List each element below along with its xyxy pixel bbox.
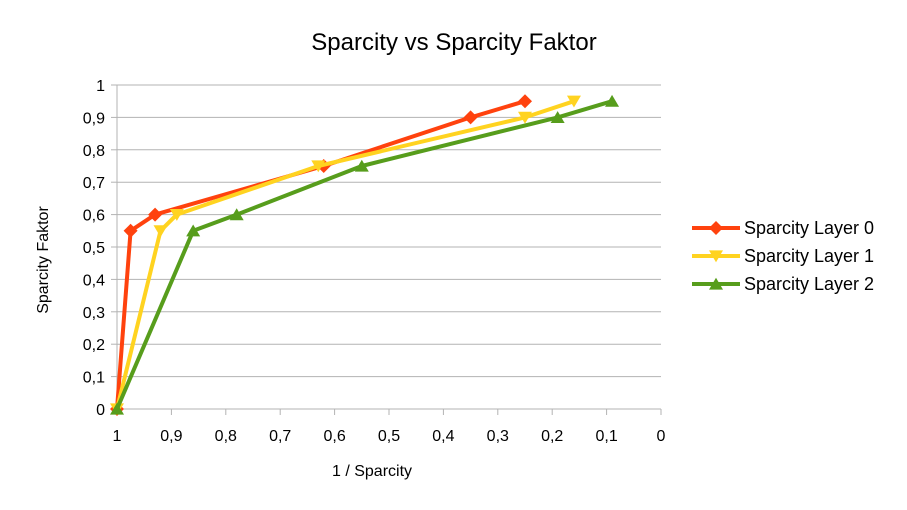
y-tick-label: 0,5 [83,240,105,257]
series-2 [110,94,620,415]
x-tick-label: 0,6 [323,428,345,445]
y-tick-label: 0 [96,402,105,419]
y-tick-label: 1 [96,78,105,95]
data-point-marker [518,94,532,109]
data-point-marker [229,208,244,221]
data-point-marker [311,160,326,173]
legend-item: Sparcity Layer 0 [692,218,874,238]
y-tick-label: 0,9 [83,110,105,127]
legend-label: Sparcity Layer 2 [744,274,874,294]
data-point-marker [148,207,163,222]
legend: Sparcity Layer 0 Sparcity Layer 1 Sparcity… [692,218,874,294]
x-tick-label: 0,5 [378,428,400,445]
series-line [115,99,613,410]
data-point-marker [123,223,138,238]
chart-title: Sparcity vs Sparcity Faktor [311,29,596,56]
axes [111,84,662,415]
x-tick-label: 0 [657,428,666,445]
legend-label: Sparcity Layer 0 [744,218,874,238]
data-point-marker [153,225,168,238]
data-point-marker [605,94,620,107]
data-point-marker [463,110,478,125]
y-tick-label: 0,7 [83,175,105,192]
x-tick-label: 0,1 [595,428,617,445]
series-1 [110,95,581,416]
data-point-marker [354,159,369,172]
data-point-marker [566,95,581,108]
data-point-marker [709,250,723,263]
series-line [115,99,526,410]
x-tick-label: 0,4 [432,428,454,445]
series-0 [110,94,532,416]
series-group [110,94,620,416]
y-tick-label: 0,3 [83,305,105,322]
data-point-marker [110,402,124,415]
y-tick-labels: 0 0,1 0,2 0,3 0,4 0,5 0,6 0,7 0,8 0,9 1 [83,78,105,419]
y-tick-label: 0,2 [83,337,105,354]
series-line [115,99,575,410]
data-point-marker [709,277,723,290]
data-point-marker [550,111,565,123]
legend-item: Sparcity Layer 1 [692,246,874,266]
data-point-marker [169,209,184,221]
y-tick-label: 0,1 [83,370,105,387]
data-point-marker [709,221,723,235]
y-tick-label: 0,4 [83,272,105,289]
data-point-marker [518,111,532,124]
x-tick-label: 0,9 [160,428,182,445]
x-tick-label: 1 [113,428,122,445]
x-tick-label: 0,2 [541,428,563,445]
legend-item: Sparcity Layer 2 [692,274,874,294]
legend-label: Sparcity Layer 1 [744,246,874,266]
gridlines [117,84,661,410]
x-tick-label: 0,8 [215,428,237,445]
x-tick-label: 0,3 [487,428,509,445]
x-tick-label: 0,7 [269,428,291,445]
y-axis-label: Sparcity Faktor [35,206,52,314]
data-point-marker [186,224,201,237]
x-axis-label: 1 / Sparcity [332,463,412,480]
y-tick-label: 0,6 [83,208,105,225]
x-tick-labels: 1 0,9 0,8 0,7 0,6 0,5 0,4 0,3 0,2 0,1 0 [113,428,666,445]
y-tick-label: 0,8 [83,143,105,160]
